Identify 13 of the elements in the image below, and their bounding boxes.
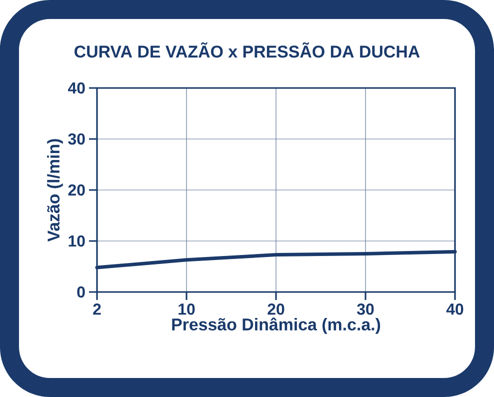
x-axis-title: Pressão Dinâmica (m.c.a.) xyxy=(172,318,380,334)
chart-title: CURVA DE VAZÃO x PRESSÃO DA DUCHA xyxy=(74,42,420,58)
x-tick-label: 20 xyxy=(268,304,284,315)
x-tick-label: 2 xyxy=(93,304,101,315)
y-tick-label: 20 xyxy=(68,184,85,196)
y-axis-title: Vazão (l/min) xyxy=(47,139,63,242)
y-tick-label: 40 xyxy=(68,82,85,94)
y-tick-label: 0 xyxy=(77,286,85,298)
x-tick-label: 30 xyxy=(357,304,374,315)
y-tick-label: 30 xyxy=(68,133,85,145)
x-tick-label: 40 xyxy=(446,304,464,315)
x-tick-label: 10 xyxy=(178,304,195,315)
y-tick-label: 10 xyxy=(68,235,85,247)
